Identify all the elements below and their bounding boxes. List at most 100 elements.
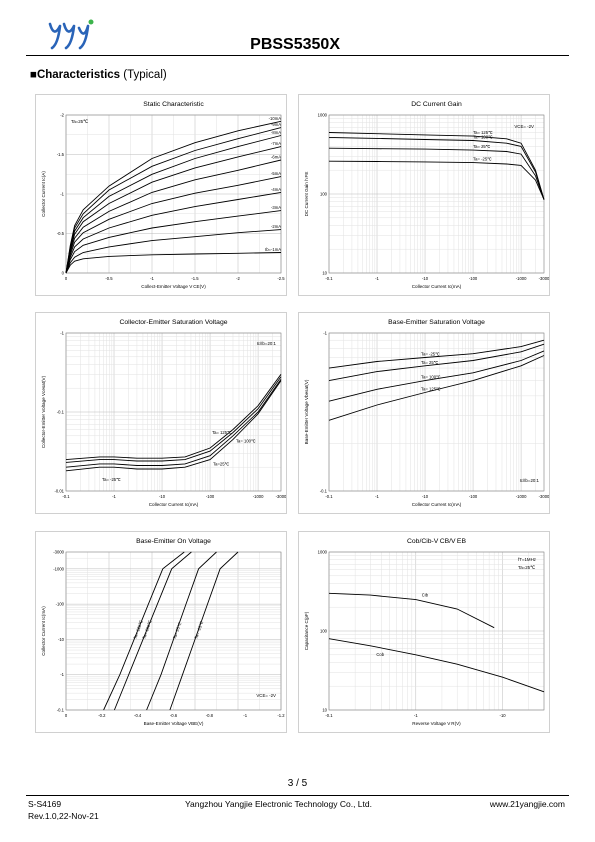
series-line	[65, 374, 282, 461]
website: www.21yangjie.com	[489, 799, 565, 809]
x-axis-label: Collector Current Ic(mA)	[149, 502, 199, 507]
series-label: Ta= 125℃	[212, 430, 232, 435]
series-line	[65, 176, 282, 274]
series-label: Cib	[422, 593, 429, 598]
x-tick-label: -1000	[516, 494, 527, 499]
x-tick-label: -1	[112, 494, 116, 499]
x-tick-label: -0.1	[325, 713, 333, 718]
x-tick-label: 0	[65, 713, 68, 718]
series-label: -9mA	[271, 122, 281, 127]
y-tick-label: -1000	[53, 566, 64, 571]
y-tick-label: -10	[58, 637, 65, 642]
y-axis-label: Capacitance C(pF)	[304, 611, 309, 650]
x-axis-label: Base-Emitter Voltage VBE(V)	[144, 721, 204, 726]
y-tick-label: 100	[320, 192, 328, 197]
series-line	[328, 343, 545, 382]
x-tick-label: -1	[375, 494, 379, 499]
y-axis-label: DC Current Gain h FE	[304, 172, 309, 217]
header-divider	[26, 55, 569, 56]
series-line	[328, 638, 545, 693]
y-tick-label: -1	[323, 331, 327, 336]
x-tick-label: -0.1	[325, 494, 333, 499]
series-line	[328, 136, 545, 200]
x-tick-label: -3000	[276, 494, 286, 499]
y-tick-label: 10	[322, 708, 327, 713]
y-tick-label: -100	[56, 602, 65, 607]
x-tick-label: -0.1	[325, 276, 333, 281]
y-tick-label: 0	[62, 271, 65, 276]
y-tick-label: -1	[60, 331, 64, 336]
y-tick-label: -0.01	[54, 489, 64, 494]
chart-title: Base-Emitter Saturation Voltage	[388, 319, 485, 326]
y-tick-label: -0.1	[57, 410, 65, 415]
y-axis-label: Collector Current Ic(A)	[41, 171, 46, 217]
series-label: Ib=-1mA	[265, 247, 281, 252]
series-label: -6mA	[271, 155, 281, 160]
series-line	[65, 191, 282, 274]
y-tick-label: -2	[60, 113, 64, 118]
x-tick-label: -10	[422, 494, 429, 499]
x-axis-label: Collect-Emitter Voltage V CE(V)	[141, 284, 206, 289]
x-tick-label: -0.5	[105, 276, 113, 281]
x-tick-label: -0.6	[170, 713, 178, 718]
chart-svg-cap: -0.1 -1 -10 10 100 1000 Cob/Cib-V CB/V EB Rever…	[304, 538, 545, 726]
series-label: -7mA	[271, 141, 281, 146]
y-axis-label: Base-Emitter Voltage Vbesat(V)	[304, 379, 309, 444]
x-tick-label: -1	[375, 276, 379, 281]
plot-frame	[328, 332, 545, 492]
series-label: Ta= 125℃	[132, 619, 144, 640]
series-line	[65, 159, 282, 274]
chart-title: Base-Emitter On Voltage	[136, 538, 211, 545]
x-tick-label: -1	[150, 276, 154, 281]
plot-frame	[65, 551, 282, 711]
series-line	[65, 146, 282, 274]
series-label: Ta= 25℃	[172, 621, 183, 639]
x-tick-label: -2.5	[277, 276, 285, 281]
series-line	[328, 160, 545, 200]
chart-svg-static: 0 -0.5 -1 -1.5 -2 -2.5 0 -0.5 -1 -1.5 -2 Static Cha…	[41, 101, 285, 289]
series-line	[328, 147, 545, 200]
series-label: Cob	[376, 652, 384, 657]
series-line	[65, 135, 282, 274]
plot-frame	[328, 114, 545, 274]
x-tick-label: -100	[469, 276, 478, 281]
series-line	[65, 380, 282, 472]
x-tick-label: -1.5	[191, 276, 199, 281]
chart-title: Collector-Emitter Saturation Voltage	[119, 319, 227, 326]
series-line	[103, 551, 185, 711]
series-label: -3mA	[271, 205, 281, 210]
series-label: Ta= 25℃	[421, 360, 439, 365]
y-axis-label: Collector-Emitter Voltage Vcesat(V)	[41, 375, 46, 448]
footer-divider	[26, 795, 569, 796]
series-line	[169, 551, 239, 711]
plot-frame	[65, 114, 282, 274]
series-label: Ta= 100℃	[421, 375, 441, 380]
x-tick-label: -3000	[539, 494, 549, 499]
part-number: PBSS5350X	[250, 36, 340, 53]
y-tick-label: -3000	[53, 550, 64, 555]
y-tick-label: -1	[60, 192, 64, 197]
series-line	[65, 210, 282, 274]
chart-annotation: Ta=25℃	[518, 565, 535, 570]
plot-frame	[65, 332, 282, 492]
series-label: -2mA	[271, 224, 281, 229]
chart-annotation: Ta=25℃	[71, 119, 88, 124]
x-axis-label: Reverse Voltage V R(V)	[412, 721, 461, 726]
chart-vbesat: -0.1 -1 -10 -100 -1000 -3000 -0.1 -1 Base-Emitte…	[298, 312, 550, 514]
chart-annotation: fT=1MHz	[518, 557, 536, 562]
y-axis-label: Collector Current Ic(mA)	[41, 606, 46, 656]
y-tick-label: -1	[60, 672, 64, 677]
y-tick-label: 1000	[318, 113, 328, 118]
y-tick-label: -1.5	[57, 152, 65, 157]
chart-annotation: VCE= -2V	[256, 693, 276, 698]
x-tick-label: -0.8	[206, 713, 214, 718]
series-label: Ta= -25℃	[421, 351, 440, 356]
x-tick-label: -0.1	[62, 494, 70, 499]
section-heading: ■Characteristics (Typical)	[30, 69, 167, 81]
chart-title: Cob/Cib-V CB/V EB	[407, 538, 466, 545]
chart-dc-current-gain: -0.1 -1 -10 -100 -1000 -3000 10 100 1000 DC Curre…	[298, 94, 550, 296]
y-tick-label: 100	[320, 629, 328, 634]
series-line	[65, 229, 282, 274]
series-label: Ta= 100℃	[473, 135, 493, 140]
x-tick-label: -0.4	[134, 713, 142, 718]
